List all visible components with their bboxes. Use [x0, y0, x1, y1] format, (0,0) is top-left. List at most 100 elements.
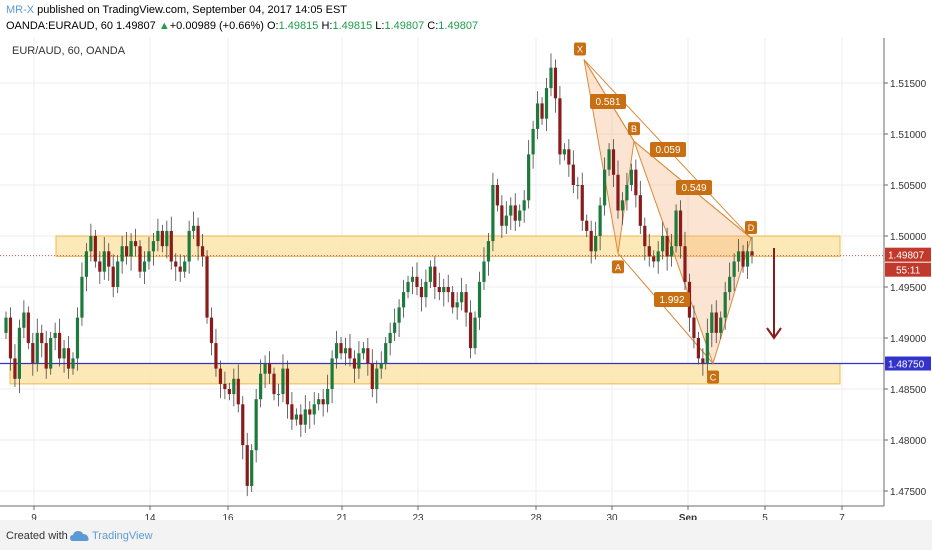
- candle-body: [384, 343, 388, 364]
- candle-body: [17, 327, 22, 379]
- chart-title: EUR/AUD, 60, OANDA: [12, 45, 126, 57]
- candle-body: [495, 185, 499, 206]
- price-chart[interactable]: X A B C D 0.581 0.059 0.549 1.992 1.51500 1.51000…: [0, 38, 932, 524]
- candle-body: [370, 363, 374, 389]
- candle-body: [8, 317, 13, 359]
- pattern-ratio-label: 0.549: [681, 183, 706, 194]
- candle-body: [308, 409, 312, 415]
- countdown-label: 55:11: [896, 266, 921, 277]
- candle-body: [290, 404, 294, 420]
- open-label: O:: [267, 20, 279, 32]
- candle-body: [451, 292, 455, 308]
- tradingview-brand[interactable]: TradingView: [92, 530, 153, 542]
- candle-body: [723, 292, 727, 318]
- candle-body: [142, 261, 147, 272]
- candle-body: [442, 287, 446, 293]
- high-value: 1.49815: [332, 20, 373, 32]
- pattern-ratio-box: [590, 94, 626, 109]
- candle-body: [509, 205, 513, 216]
- footer: Created with TradingView: [0, 520, 932, 550]
- candle-body: [375, 368, 379, 389]
- candle-body: [589, 230, 593, 252]
- close-label: C:: [427, 20, 439, 32]
- candle-body: [321, 399, 325, 405]
- pattern-ratio-label: 0.059: [655, 145, 680, 156]
- candle-body: [276, 394, 281, 396]
- chart-area[interactable]: X A B C D 0.581 0.059 0.549 1.992 1.51500 1.51000…: [0, 38, 932, 524]
- candle-body: [544, 88, 549, 119]
- candle-body: [424, 281, 428, 298]
- candle-body: [455, 302, 459, 308]
- candle-body: [116, 261, 120, 287]
- candle-body: [558, 98, 562, 155]
- candle-body: [232, 378, 236, 395]
- candle-body: [294, 414, 298, 420]
- candle-body: [147, 251, 151, 262]
- candle-body: [183, 261, 187, 272]
- candle-body: [535, 103, 540, 129]
- candle-body: [379, 363, 383, 369]
- low-value: 1.49807: [384, 20, 425, 32]
- y-tick-label: 1.48500: [890, 385, 927, 396]
- candle-body: [299, 414, 303, 425]
- candle-body: [643, 225, 647, 247]
- candle-body: [196, 225, 200, 247]
- candle-body: [750, 251, 754, 256]
- candle-body: [678, 210, 683, 247]
- candle-body: [107, 251, 111, 267]
- candle-body: [446, 287, 450, 293]
- candle-body: [665, 236, 669, 257]
- author-link[interactable]: MR-X: [6, 4, 35, 16]
- candle-body: [491, 185, 495, 242]
- hline-price-box: [885, 356, 931, 371]
- candle-body: [348, 348, 352, 359]
- candle-body: [303, 409, 307, 425]
- candle-body: [477, 281, 482, 318]
- x-tick-label: 16: [222, 513, 234, 520]
- candle-body: [192, 225, 196, 231]
- x-tick-label: 28: [530, 513, 542, 520]
- candle-body: [80, 276, 84, 318]
- candle-body: [669, 246, 674, 257]
- candle-body: [138, 246, 142, 272]
- close-value: 1.49807: [438, 20, 479, 32]
- candle-body: [133, 241, 138, 247]
- time-axis[interactable]: 9 14 16 21 23 28 30 Sep 5 7: [31, 506, 845, 524]
- candle-body: [22, 312, 26, 328]
- candle-body: [656, 251, 660, 262]
- candle-body: [53, 332, 57, 338]
- candle-body: [205, 256, 209, 318]
- pattern-ratio-box: [676, 180, 712, 195]
- candle-body: [701, 358, 705, 364]
- candle-body: [553, 67, 558, 99]
- candle-body: [259, 373, 263, 400]
- candle-body: [267, 363, 272, 374]
- candle-body: [250, 450, 254, 486]
- candle-body: [652, 256, 656, 262]
- y-tick-label: 1.51000: [890, 130, 927, 141]
- candle-body: [705, 332, 709, 364]
- candle-body: [397, 307, 401, 323]
- price-axis[interactable]: 1.51500 1.51000 1.50500 1.50000 1.49500 1.490…: [884, 79, 931, 498]
- candle-body: [44, 343, 48, 369]
- candle-body: [585, 220, 589, 231]
- candle-body: [156, 230, 160, 242]
- candle-body: [625, 185, 629, 201]
- candle-body: [674, 210, 678, 247]
- candle-body: [236, 378, 240, 405]
- candle-body: [594, 236, 598, 252]
- pattern-ratio-label: 1.992: [659, 295, 684, 306]
- candle-body: [151, 241, 156, 252]
- candle-body: [629, 169, 633, 185]
- candle-body: [330, 358, 334, 389]
- candle-body: [98, 261, 102, 272]
- symbol-line: OANDA:EURAUD, 60 1.49807 ▲+0.00989 (+0.6…: [6, 20, 478, 32]
- y-tick-label: 1.49500: [890, 283, 927, 294]
- candle-body: [634, 169, 638, 196]
- candle-body: [611, 149, 616, 175]
- candle-body: [272, 373, 276, 395]
- candle-body: [120, 246, 124, 262]
- candle-body: [714, 312, 718, 333]
- candle-body: [200, 246, 205, 257]
- candle-body: [393, 322, 397, 333]
